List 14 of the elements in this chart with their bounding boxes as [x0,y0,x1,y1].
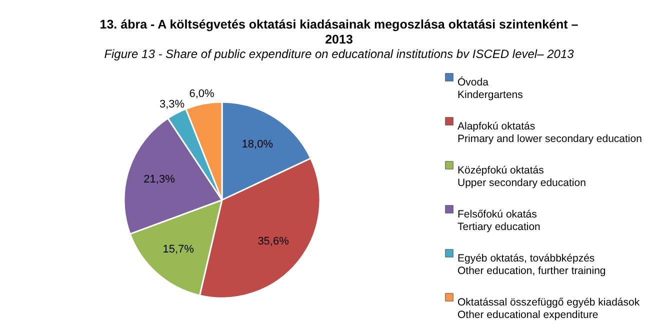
legend-label: Felsőfokú okatás Tertiary education [458,208,541,233]
legend-label: Egyéb oktatás, továbbképzés Other education, further training [458,252,606,277]
legend-label: Középfokú oktatás Upper secondary education [458,164,586,189]
data-label: 21,3% [144,173,176,186]
chart-title: 13. ábra - A költségvetés oktatási kiadásainak megoszlása oktatási szintenként – 2013 [100,18,578,46]
chart-subtitle: Figure 13 - Share of public expenditure on educational institutions bv ISCED level– 2013 [104,47,574,61]
legend-label: Oktatással összefüggő egyéb kiadások Other educational expenditure [458,296,640,321]
data-label: 15,7% [162,243,194,256]
data-label: 6,0% [189,88,214,100]
data-label: 18,0% [242,138,274,150]
data-label: 35,6% [258,236,290,248]
legend-label: Óvoda Kindergartens [458,75,523,101]
legend-label: Alapfokú oktatás Primary and lower secondary education [458,120,642,145]
data-label: 3,3% [159,98,185,110]
